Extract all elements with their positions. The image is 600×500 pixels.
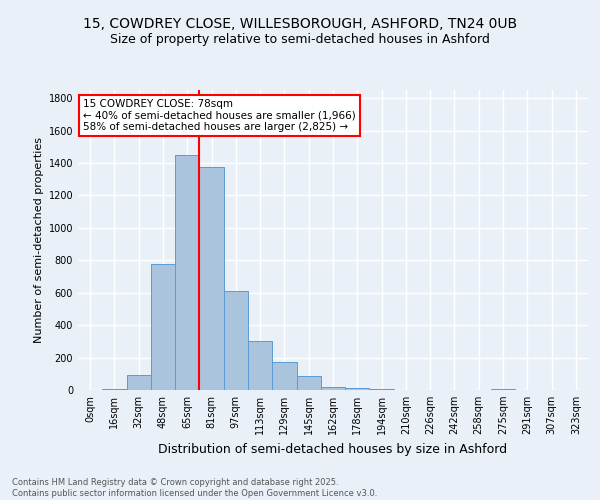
Bar: [491, 389, 515, 390]
Bar: [199, 167, 224, 390]
Bar: [127, 374, 151, 390]
Text: Size of property relative to semi-detached houses in Ashford: Size of property relative to semi-detach…: [110, 32, 490, 46]
Bar: [296, 376, 321, 390]
Bar: [151, 264, 175, 390]
X-axis label: Distribution of semi-detached houses by size in Ashford: Distribution of semi-detached houses by …: [158, 442, 508, 456]
Bar: [175, 155, 199, 390]
Bar: [102, 389, 127, 390]
Bar: [272, 362, 296, 390]
Bar: [370, 389, 394, 390]
Bar: [321, 387, 345, 390]
Text: 15 COWDREY CLOSE: 78sqm
← 40% of semi-detached houses are smaller (1,966)
58% of: 15 COWDREY CLOSE: 78sqm ← 40% of semi-de…: [83, 99, 356, 132]
Bar: [248, 342, 272, 390]
Bar: [224, 291, 248, 390]
Text: Contains HM Land Registry data © Crown copyright and database right 2025.
Contai: Contains HM Land Registry data © Crown c…: [12, 478, 377, 498]
Bar: [345, 388, 370, 390]
Y-axis label: Number of semi-detached properties: Number of semi-detached properties: [34, 137, 44, 343]
Text: 15, COWDREY CLOSE, WILLESBOROUGH, ASHFORD, TN24 0UB: 15, COWDREY CLOSE, WILLESBOROUGH, ASHFOR…: [83, 18, 517, 32]
